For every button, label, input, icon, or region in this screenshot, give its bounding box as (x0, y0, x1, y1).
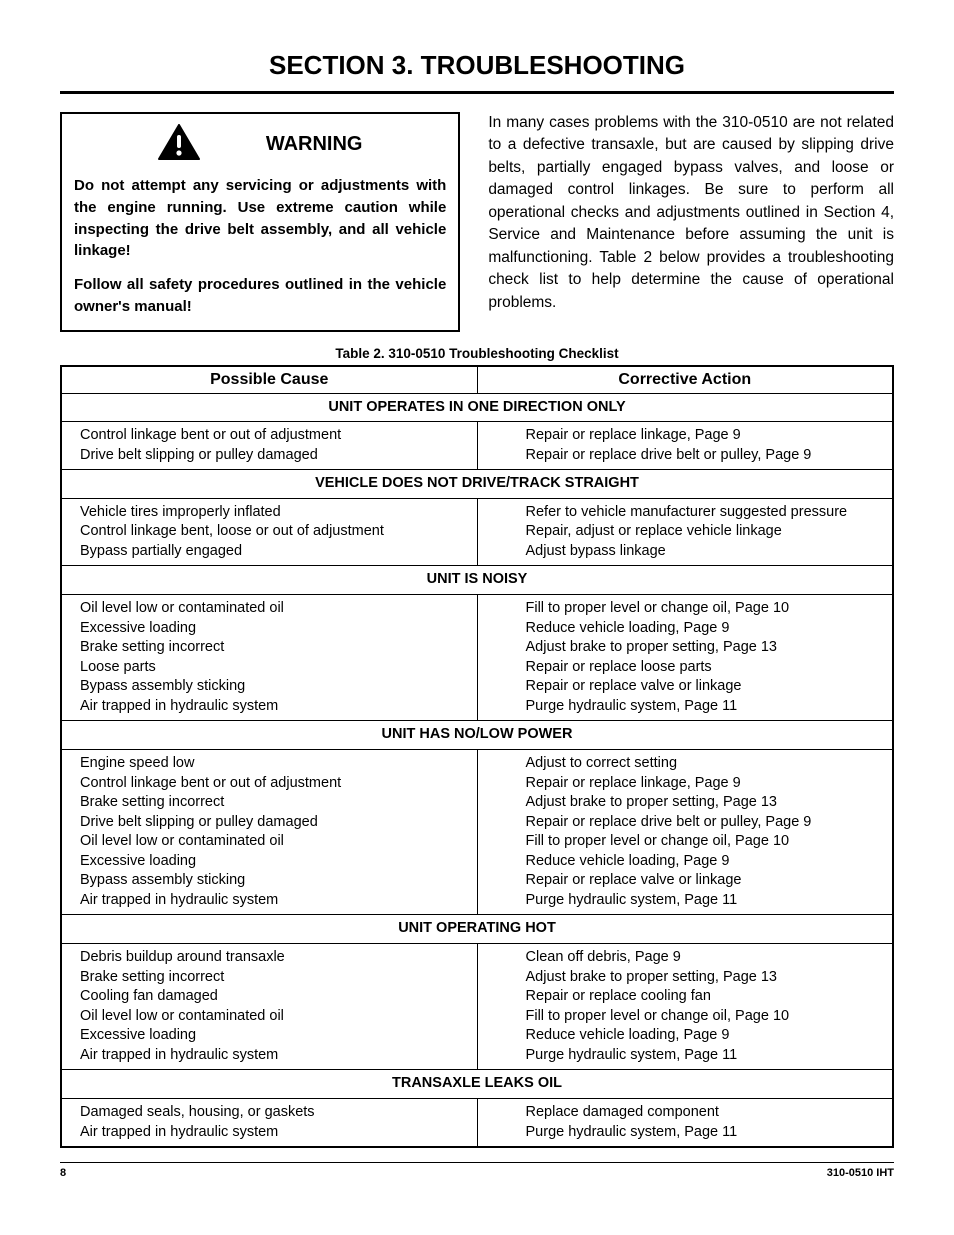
warning-title: WARNING (266, 133, 363, 156)
cause-cell: Vehicle tires improperly inflatedControl… (61, 498, 477, 566)
cause-cell: Control linkage bent or out of adjustmen… (61, 422, 477, 470)
cause-cell: Oil level low or contaminated oilExcessi… (61, 595, 477, 721)
header-cause: Possible Cause (61, 366, 477, 394)
table-row: Damaged seals, housing, or gasketsAir tr… (61, 1098, 893, 1147)
action-cell: Refer to vehicle manufacturer suggested … (477, 498, 893, 566)
page-footer: 8 310-0510 IHT (60, 1162, 894, 1179)
right-column: In many cases problems with the 310-0510… (488, 112, 894, 332)
action-cell: Clean off debris, Page 9Adjust brake to … (477, 944, 893, 1070)
table-section-row: UNIT HAS NO/LOW POWER (61, 721, 893, 750)
action-cell: Replace damaged componentPurge hydraulic… (477, 1098, 893, 1147)
warning-icon (158, 124, 200, 165)
table-section-title: UNIT IS NOISY (61, 566, 893, 595)
warning-box: WARNING Do not attempt any servicing or … (60, 112, 460, 332)
header-action: Corrective Action (477, 366, 893, 394)
action-cell: Repair or replace linkage, Page 9Repair … (477, 422, 893, 470)
table-section-title: TRANSAXLE LEAKS OIL (61, 1070, 893, 1099)
cause-cell: Engine speed lowControl linkage bent or … (61, 749, 477, 915)
troubleshooting-table: Possible Cause Corrective Action UNIT OP… (60, 365, 894, 1149)
table-row: Vehicle tires improperly inflatedControl… (61, 498, 893, 566)
table-section-title: UNIT OPERATING HOT (61, 915, 893, 944)
table-header-row: Possible Cause Corrective Action (61, 366, 893, 394)
table-section-row: UNIT OPERATES IN ONE DIRECTION ONLY (61, 393, 893, 422)
table-section-title: UNIT OPERATES IN ONE DIRECTION ONLY (61, 393, 893, 422)
table-row: Control linkage bent or out of adjustmen… (61, 422, 893, 470)
intro-columns: WARNING Do not attempt any servicing or … (60, 112, 894, 332)
warning-paragraph-1: Do not attempt any servicing or adjustme… (74, 175, 446, 262)
intro-paragraph: In many cases problems with the 310-0510… (488, 112, 894, 314)
warning-header: WARNING (74, 124, 446, 165)
table-section-row: TRANSAXLE LEAKS OIL (61, 1070, 893, 1099)
table-section-title: UNIT HAS NO/LOW POWER (61, 721, 893, 750)
table-row: Oil level low or contaminated oilExcessi… (61, 595, 893, 721)
table-row: Debris buildup around transaxleBrake set… (61, 944, 893, 1070)
doc-id: 310-0510 IHT (827, 1167, 894, 1179)
action-cell: Fill to proper level or change oil, Page… (477, 595, 893, 721)
cause-cell: Damaged seals, housing, or gasketsAir tr… (61, 1098, 477, 1147)
table-row: Engine speed lowControl linkage bent or … (61, 749, 893, 915)
cause-cell: Debris buildup around transaxleBrake set… (61, 944, 477, 1070)
table-caption: Table 2. 310-0510 Troubleshooting Checkl… (60, 346, 894, 361)
left-column: WARNING Do not attempt any servicing or … (60, 112, 460, 332)
section-title: SECTION 3. TROUBLESHOOTING (60, 50, 894, 94)
page-number: 8 (60, 1167, 66, 1179)
warning-paragraph-2: Follow all safety procedures outlined in… (74, 274, 446, 318)
action-cell: Adjust to correct settingRepair or repla… (477, 749, 893, 915)
table-section-row: UNIT IS NOISY (61, 566, 893, 595)
table-section-title: VEHICLE DOES NOT DRIVE/TRACK STRAIGHT (61, 470, 893, 499)
table-section-row: UNIT OPERATING HOT (61, 915, 893, 944)
table-section-row: VEHICLE DOES NOT DRIVE/TRACK STRAIGHT (61, 470, 893, 499)
